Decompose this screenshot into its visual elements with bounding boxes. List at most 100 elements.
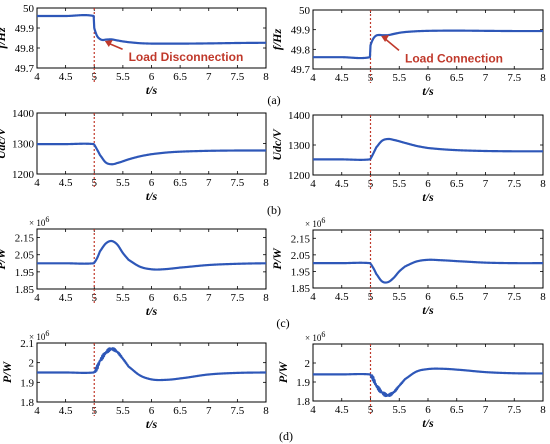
x-tick-label: 8 — [540, 178, 546, 190]
y-tick-label: 1400 — [12, 108, 35, 120]
y-tick-label: 1200 — [288, 170, 311, 182]
x-tick-label: 4 — [310, 291, 316, 303]
y-axis-label: f/Hz — [0, 27, 8, 49]
y-tick-label: 1200 — [12, 169, 35, 181]
x-tick-label: 7.5 — [231, 177, 245, 189]
series-line-0 — [36, 14, 267, 45]
x-tick-label: 8 — [540, 404, 546, 416]
y-tick-label: 1.8 — [20, 397, 34, 409]
y-tick-label: 1300 — [288, 140, 311, 152]
x-tick-label: 7.5 — [231, 405, 245, 417]
x-tick-label: 4 — [34, 292, 40, 304]
x-tick-label: 8 — [263, 292, 269, 304]
y-tick-label: 49.7 — [291, 64, 311, 76]
x-tick-label: 4 — [310, 72, 316, 84]
y-axis-label: P/W — [0, 247, 8, 270]
x-tick-label: 7 — [483, 178, 489, 190]
x-tick-label: 8 — [263, 71, 269, 83]
plot-frame — [312, 114, 544, 176]
x-tick-label: 4.5 — [335, 404, 349, 416]
annotation-label: Load Disconnection — [129, 50, 244, 64]
chart-panel-c-right: 4 4.5 5 5.5 6 6.5 7 7.5 8 1.85 1.95 2.05 2.15 t/s P/W ×… — [270, 216, 546, 317]
x-tick-label: 6 — [149, 292, 155, 304]
plot-frame — [36, 228, 267, 290]
y-tick-label: 49.7 — [15, 63, 35, 75]
y-multiplier: × 106 — [305, 216, 325, 229]
x-axis-label: t/s — [146, 83, 158, 97]
x-tick-label: 6.5 — [450, 404, 464, 416]
y-tick-label: 1.8 — [296, 396, 310, 408]
x-tick-label: 5.5 — [392, 291, 406, 303]
series-line-0 — [312, 137, 544, 161]
x-tick-label: 6 — [149, 405, 155, 417]
series-line-0 — [36, 239, 267, 271]
y-multiplier: × 106 — [305, 330, 325, 343]
x-tick-label: 7 — [206, 177, 212, 189]
y-multiplier: × 106 — [29, 329, 49, 342]
y-tick-label: 2 — [29, 358, 35, 370]
y-axis-label: Udc/V — [0, 127, 8, 159]
x-axis-label: t/s — [146, 417, 158, 431]
y-axis-label: Udc/V — [270, 128, 284, 160]
x-tick-label: 7.5 — [231, 71, 245, 83]
x-tick-label: 4 — [34, 71, 40, 83]
y-tick-label: 2.05 — [291, 250, 311, 262]
x-tick-label: 7 — [483, 291, 489, 303]
panel-label-d: (d) — [279, 429, 293, 443]
x-tick-label: 6.5 — [173, 405, 187, 417]
y-tick-label: 2.15 — [15, 233, 35, 245]
chart-panel-a-left: 44.555.566.577.5849.749.849.950t/sf/HzLo… — [0, 3, 269, 97]
x-tick-label: 5.5 — [116, 177, 130, 189]
x-axis-label: t/s — [146, 304, 158, 318]
x-tick-label: 4.5 — [59, 292, 73, 304]
series-line-0 — [36, 142, 267, 166]
plot-frame — [36, 7, 267, 69]
y-tick-label: 50 — [23, 3, 35, 15]
y-multiplier-exponent: 6 — [45, 215, 49, 224]
x-axis-label: t/s — [146, 189, 158, 203]
y-tick-label: 2.1 — [20, 338, 34, 350]
y-tick-label: 49.9 — [15, 23, 35, 35]
x-tick-label: 4.5 — [59, 177, 73, 189]
x-tick-label: 5.5 — [392, 404, 406, 416]
x-axis-label: t/s — [422, 416, 434, 430]
x-tick-label: 5.5 — [116, 71, 130, 83]
series-line-0 — [312, 29, 544, 60]
panel-label-c: (c) — [276, 316, 289, 330]
x-tick-label: 6.5 — [173, 292, 187, 304]
x-tick-label: 4 — [34, 177, 40, 189]
y-axis-label: P/W — [270, 247, 284, 270]
y-multiplier-exponent: 6 — [321, 216, 325, 225]
x-tick-label: 7.5 — [507, 291, 521, 303]
x-tick-label: 7.5 — [507, 404, 521, 416]
y-tick-label: 49.9 — [291, 25, 311, 37]
x-tick-label: 4.5 — [335, 291, 349, 303]
y-tick-label: 1.95 — [15, 267, 35, 279]
y-axis-label: P/W — [276, 361, 290, 384]
y-multiplier: × 106 — [29, 215, 49, 228]
x-tick-label: 6.5 — [450, 178, 464, 190]
y-tick-label: 2 — [305, 358, 311, 370]
chart-panel-d-right: 44.555.566.577.581.81.92t/sP/W× 106 — [276, 330, 546, 430]
x-tick-label: 7.5 — [231, 292, 245, 304]
y-tick-label: 1400 — [288, 110, 311, 122]
x-tick-label: 7.5 — [507, 178, 521, 190]
x-tick-label: 4 — [34, 405, 40, 417]
annotation-label: Load Connection — [405, 51, 503, 65]
x-tick-label: 5.5 — [116, 405, 130, 417]
y-tick-label: 49.8 — [15, 43, 35, 55]
x-tick-label: 5.5 — [116, 292, 130, 304]
x-tick-label: 6 — [425, 404, 431, 416]
y-tick-label: 1300 — [12, 139, 35, 151]
y-tick-label: 2.15 — [291, 233, 311, 245]
x-tick-label: 8 — [263, 405, 269, 417]
x-tick-label: 6 — [425, 178, 431, 190]
x-tick-label: 7.5 — [507, 72, 521, 84]
y-tick-label: 50 — [299, 5, 311, 17]
y-tick-label: 49.8 — [291, 44, 311, 56]
x-tick-label: 6 — [425, 72, 431, 84]
x-tick-label: 6 — [149, 71, 155, 83]
